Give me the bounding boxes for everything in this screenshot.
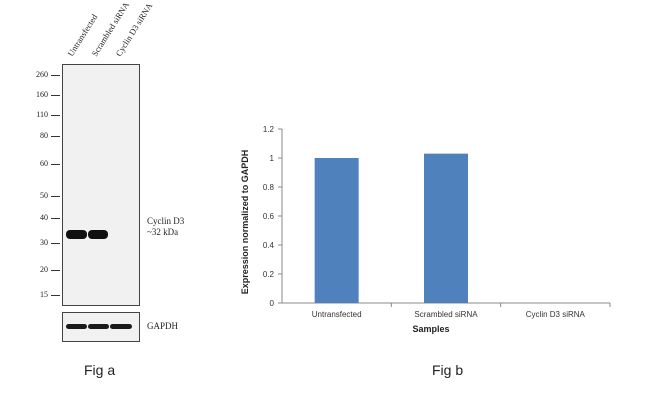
y-tick-label: 0.2 (263, 270, 275, 279)
mw-tick (51, 164, 60, 165)
mw-tick (51, 218, 60, 219)
mw-tick (51, 270, 60, 271)
mw-tick (51, 75, 60, 76)
gapdh-band-cyclin-d3-sirna (110, 324, 132, 329)
mw-tick (51, 243, 60, 244)
band-label: Cyclin D3 ~32 kDa (147, 216, 184, 238)
mw-marker-110: 110 (22, 110, 62, 120)
y-axis-label: Expression normalized to GAPDH (240, 150, 250, 295)
x-tick-label: Scrambled siRNA (414, 310, 478, 319)
mw-marker-40: 40 (22, 213, 62, 223)
mw-marker-label: 20 (40, 265, 48, 274)
mw-marker-15: 15 (22, 290, 62, 300)
mw-marker-label: 160 (36, 90, 48, 99)
fig-a-caption: Fig a (84, 362, 116, 378)
bar-untransfected (314, 158, 359, 303)
mw-tick (51, 295, 60, 296)
y-tick-label: 1 (270, 154, 275, 163)
mw-marker-label: 60 (40, 159, 48, 168)
mw-marker-30: 30 (22, 238, 62, 248)
y-tick-label: 0.8 (263, 183, 275, 192)
mw-marker-20: 20 (22, 265, 62, 275)
mw-marker-50: 50 (22, 191, 62, 201)
y-tick-label: 0 (270, 299, 275, 308)
mw-marker-label: 110 (36, 110, 48, 119)
expression-bar-chart: 0 0.2 0.4 0.6 0.8 1 1.2 Untransfected Scrambled … (240, 125, 611, 334)
x-axis-label: Samples (412, 324, 449, 334)
mw-marker-label: 30 (40, 238, 48, 247)
bar-scrambled-sirna (424, 153, 468, 303)
band-untransfected (66, 230, 87, 239)
y-tick-label: 1.2 (263, 125, 275, 134)
band-scrambled-sirna (88, 230, 108, 239)
x-tick-label: Cyclin D3 siRNA (526, 310, 586, 319)
western-blot-figure: Untransfected Scrambled siRNA Cyclin D3 … (0, 0, 240, 413)
mw-marker-label: 80 (40, 131, 48, 140)
cyclin-d3-blot-panel (62, 64, 140, 306)
mw-marker-80: 80 (22, 131, 62, 141)
mw-marker-60: 60 (22, 159, 62, 169)
mw-tick (51, 136, 60, 137)
mw-marker-label: 15 (40, 290, 48, 299)
mw-marker-260: 260 (22, 70, 62, 80)
band-label-size: ~32 kDa (147, 227, 179, 237)
gapdh-band-untransfected (66, 324, 87, 329)
mw-marker-label: 260 (36, 70, 48, 79)
y-tick-label: 0.6 (263, 212, 275, 221)
gapdh-blot-panel (62, 312, 140, 342)
gapdh-band-scrambled-sirna (88, 324, 109, 329)
mw-marker-160: 160 (22, 90, 62, 100)
band-label-protein: Cyclin D3 (147, 216, 185, 226)
fig-b-caption: Fig b (432, 362, 464, 378)
x-tick-label: Untransfected (312, 310, 362, 319)
mw-marker-label: 50 (40, 191, 48, 200)
mw-tick (51, 196, 60, 197)
mw-tick (51, 115, 60, 116)
y-tick-label: 0.4 (263, 241, 275, 250)
mw-marker-label: 40 (40, 213, 48, 222)
mw-tick (51, 95, 60, 96)
gapdh-label: GAPDH (147, 321, 179, 331)
